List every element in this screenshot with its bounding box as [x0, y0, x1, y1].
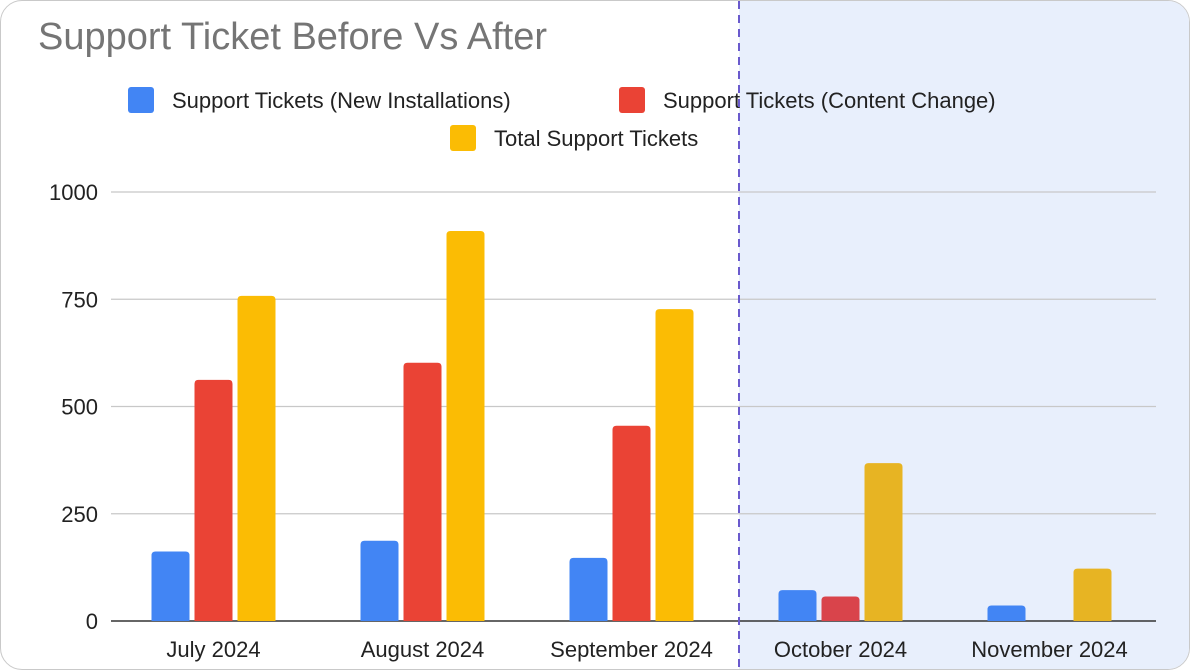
legend-item-support-tickets-content-change: Support Tickets (Content Change): [619, 87, 996, 113]
bar-support-tickets-new-installations-september-2024: [569, 557, 608, 621]
legend-swatch: [619, 87, 645, 113]
y-tick-label: 1000: [49, 180, 98, 205]
legend-item-total-support-tickets: Total Support Tickets: [450, 125, 698, 151]
chart-title: Support Ticket Before Vs After: [38, 16, 547, 58]
bar-total-support-tickets-october-2024: [864, 463, 903, 621]
y-tick-label: 500: [61, 395, 98, 420]
x-tick-label: August 2024: [361, 637, 485, 662]
legend-label: Support Tickets (Content Change): [663, 88, 996, 113]
y-tick-label: 0: [86, 609, 98, 634]
legend-swatch: [128, 87, 154, 113]
bar-support-tickets-content-change-july-2024: [194, 379, 233, 621]
bar-total-support-tickets-september-2024: [655, 309, 694, 621]
bar-total-support-tickets-november-2024: [1073, 568, 1112, 621]
legend-item-support-tickets-new-installations: Support Tickets (New Installations): [128, 87, 511, 113]
bar-support-tickets-new-installations-july-2024: [151, 551, 190, 621]
bar-support-tickets-content-change-october-2024: [821, 596, 860, 621]
x-tick-label: November 2024: [971, 637, 1128, 662]
bar-support-tickets-new-installations-august-2024: [360, 540, 399, 621]
legend-label: Support Tickets (New Installations): [172, 88, 511, 113]
bar-total-support-tickets-august-2024: [446, 231, 485, 621]
y-tick-label: 750: [61, 287, 98, 312]
bar-support-tickets-new-installations-november-2024: [987, 605, 1026, 621]
legend-label: Total Support Tickets: [494, 126, 698, 151]
x-tick-label: July 2024: [166, 637, 260, 662]
legend-swatch: [450, 125, 476, 151]
x-tick-label: September 2024: [550, 637, 713, 662]
bar-support-tickets-content-change-september-2024: [612, 425, 651, 621]
after-period-highlight: [739, 1, 1189, 669]
x-tick-label: October 2024: [774, 637, 907, 662]
bar-total-support-tickets-july-2024: [237, 295, 276, 621]
bar-support-tickets-content-change-august-2024: [403, 362, 442, 621]
y-tick-label: 250: [61, 502, 98, 527]
bar-support-tickets-new-installations-october-2024: [778, 590, 817, 621]
